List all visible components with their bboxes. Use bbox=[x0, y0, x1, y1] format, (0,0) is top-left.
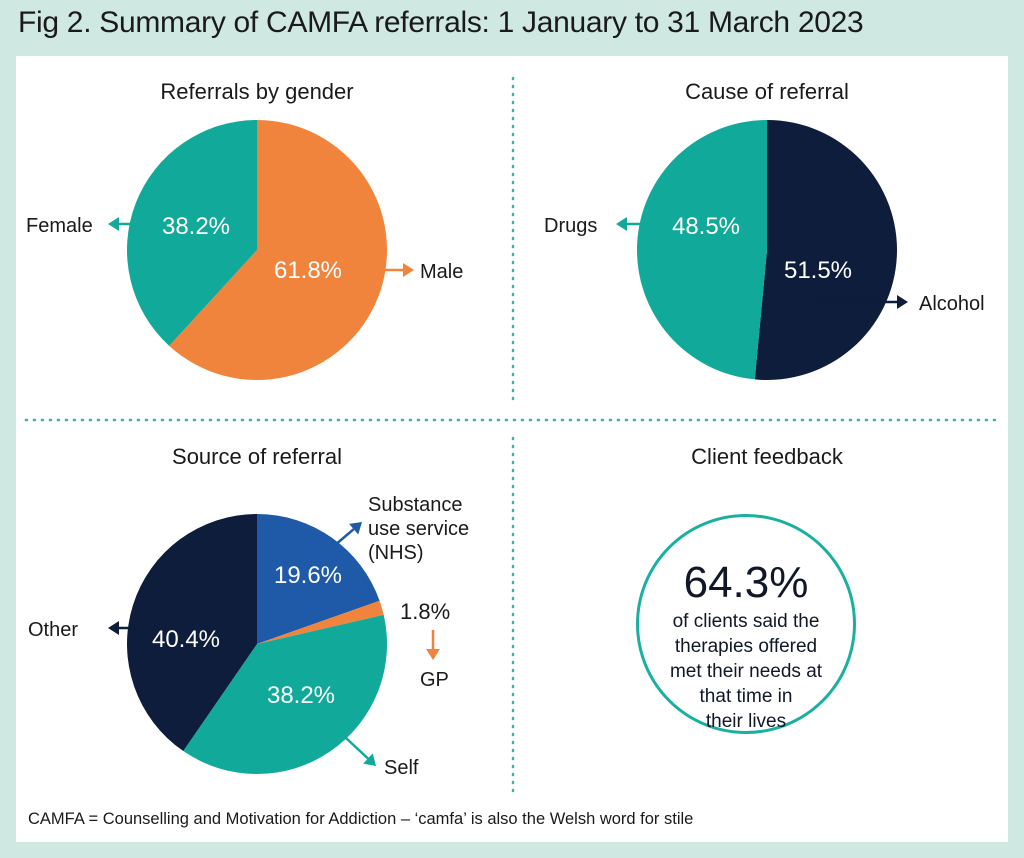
chart-title: Cause of referral bbox=[685, 79, 849, 104]
pie-slice-self bbox=[183, 614, 388, 774]
data-label: 40.4% bbox=[152, 626, 220, 653]
chart-title: Referrals by gender bbox=[160, 79, 353, 104]
arrow-icon bbox=[810, 295, 908, 309]
data-label: 38.2% bbox=[162, 213, 230, 240]
client-feedback-callout: 64.3% of clients said the therapies offe… bbox=[636, 514, 856, 734]
client-feedback-percent: 64.3% bbox=[683, 558, 809, 607]
footnote: CAMFA = Counselling and Motivation for A… bbox=[28, 810, 694, 828]
charts-canvas: Referrals by gender 61.8% Male 38.2% Female C… bbox=[24, 76, 1000, 794]
arrow-icon bbox=[350, 263, 414, 277]
arrow-icon bbox=[345, 737, 376, 766]
client-feedback-line: their lives bbox=[705, 711, 787, 732]
data-label: 51.5% bbox=[784, 257, 852, 284]
client-feedback-line: of clients said the bbox=[672, 611, 820, 632]
pie-slice-male bbox=[169, 120, 387, 380]
legend-label: Other bbox=[28, 619, 78, 641]
client-feedback-line: met their needs at bbox=[669, 661, 823, 682]
data-label: 61.8% bbox=[274, 257, 342, 284]
client-feedback-line: that time in bbox=[699, 686, 793, 707]
chart-title: Source of referral bbox=[172, 444, 342, 469]
data-label: 48.5% bbox=[672, 213, 740, 240]
legend-label: (NHS) bbox=[368, 542, 424, 564]
legend-label: Self bbox=[384, 757, 419, 779]
legend-label: Female bbox=[26, 215, 93, 237]
feedback-title: Client feedback bbox=[691, 444, 844, 469]
legend-label: Male bbox=[420, 261, 463, 283]
pie-slice-gp bbox=[257, 600, 384, 644]
legend-label: Substance bbox=[368, 494, 463, 516]
data-label: 38.2% bbox=[267, 682, 335, 709]
client-feedback-line: therapies offered bbox=[674, 636, 818, 657]
arrow-icon bbox=[108, 217, 138, 231]
arrow-icon bbox=[108, 621, 140, 635]
arrow-icon bbox=[426, 630, 440, 660]
pie-slice-alcohol bbox=[754, 120, 897, 380]
data-label: 19.6% bbox=[274, 562, 342, 589]
legend-label: Alcohol bbox=[919, 293, 985, 315]
data-label: 1.8% bbox=[400, 599, 450, 624]
pie-slice-substance-use-service-nhs bbox=[257, 514, 380, 644]
pie-slice-other bbox=[127, 514, 258, 752]
pie-slice-drugs bbox=[636, 120, 767, 380]
figure-panel: Referrals by gender 61.8% Male 38.2% Female C… bbox=[16, 56, 1008, 842]
legend-label: use service bbox=[368, 518, 469, 540]
arrow-icon bbox=[333, 522, 362, 547]
legend-label: GP bbox=[420, 669, 449, 691]
figure-title: Fig 2. Summary of CAMFA referrals: 1 Jan… bbox=[18, 6, 864, 39]
arrow-icon bbox=[616, 217, 646, 231]
pie-slice-female bbox=[127, 120, 258, 346]
legend-label: Drugs bbox=[544, 215, 597, 237]
